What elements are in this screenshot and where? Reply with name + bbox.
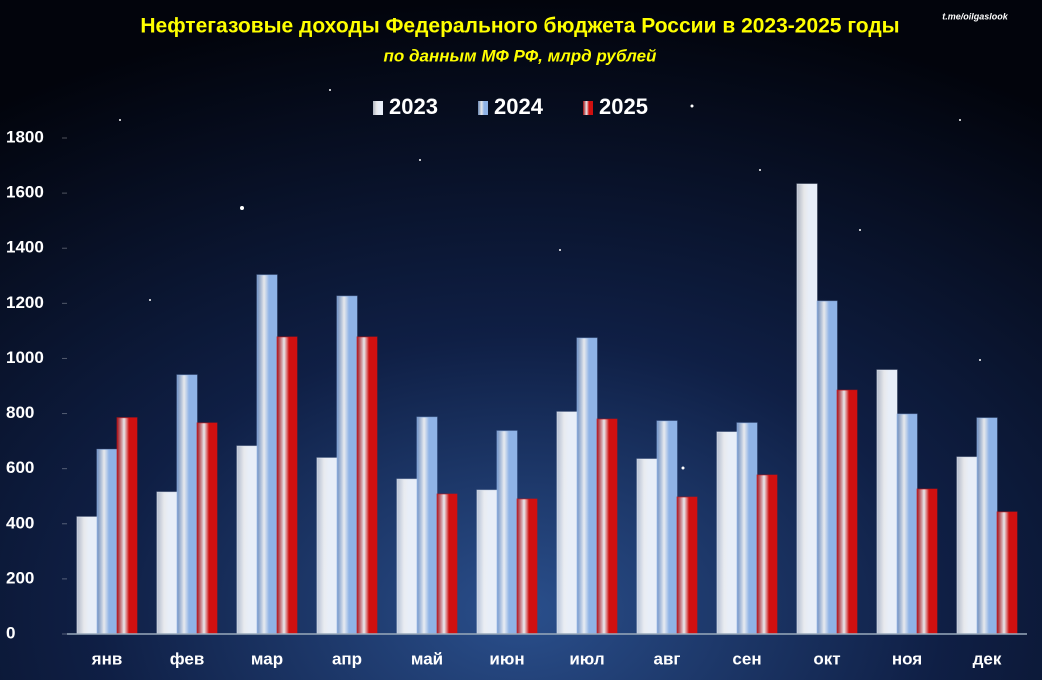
legend-label: 2024 [494, 94, 544, 119]
bar [196, 422, 218, 635]
x-tick-label: июл [569, 649, 604, 668]
x-tick-label: дек [973, 649, 1002, 668]
bar [716, 431, 738, 635]
bar [256, 274, 278, 635]
bar [356, 336, 378, 635]
x-tick-label: окт [813, 649, 840, 668]
chart-subtitle: по данным МФ РФ, млрд рублей [384, 46, 658, 65]
bar [576, 337, 598, 635]
bar [476, 489, 498, 635]
y-tick-label: 600 [6, 458, 34, 477]
bar [636, 458, 658, 635]
bar [556, 411, 578, 635]
bar [416, 416, 438, 635]
x-tick-label: авг [654, 649, 681, 668]
bar [316, 457, 338, 635]
x-tick-label: май [411, 649, 443, 668]
bar [176, 374, 198, 635]
bar [656, 420, 678, 635]
bar [516, 498, 538, 635]
bar [796, 183, 818, 635]
y-tick-label: 1600 [6, 183, 44, 202]
y-tick-label: 1800 [6, 127, 44, 146]
legend-label: 2023 [389, 94, 438, 119]
y-tick-label: 800 [6, 403, 34, 422]
bar [916, 488, 938, 635]
y-tick-label: 1200 [6, 293, 44, 312]
y-tick-label: 0 [6, 623, 15, 642]
bar [96, 448, 118, 635]
bar [116, 417, 138, 635]
bar [76, 516, 98, 635]
bar [496, 430, 518, 635]
legend-swatch [478, 101, 488, 115]
bar [736, 422, 758, 635]
legend-label: 2025 [599, 94, 648, 119]
stars [119, 89, 981, 470]
x-tick-label: мар [251, 649, 283, 668]
bar [396, 478, 418, 635]
y-tick-label: 1400 [6, 238, 44, 257]
bar [996, 511, 1018, 635]
bar [816, 300, 838, 635]
bar [336, 295, 358, 635]
bar [676, 496, 698, 635]
x-tick-label: сен [732, 649, 761, 668]
y-tick-label: 200 [6, 568, 34, 587]
bar [756, 474, 778, 635]
y-tick-label: 1000 [6, 348, 44, 367]
bar [276, 336, 298, 635]
x-tick-label: фев [170, 649, 205, 668]
bar [956, 456, 978, 635]
bar [976, 417, 998, 635]
bar [896, 413, 918, 635]
x-tick-label: янв [91, 649, 123, 668]
x-tick-label: ноя [892, 649, 922, 668]
bar [156, 491, 178, 635]
bar [876, 369, 898, 635]
bar [596, 418, 618, 635]
watermark: t.me/oilgaslook [942, 11, 1009, 21]
chart-title: Нефтегазовые доходы Федерального бюджета… [140, 15, 899, 38]
x-tick-label: июн [489, 649, 524, 668]
bar [436, 493, 458, 635]
x-tick-label: апр [332, 649, 362, 668]
y-tick-label: 400 [6, 513, 34, 532]
bar [836, 389, 858, 635]
bar [236, 445, 258, 635]
legend-swatch [373, 101, 383, 115]
legend-swatch [583, 101, 593, 115]
